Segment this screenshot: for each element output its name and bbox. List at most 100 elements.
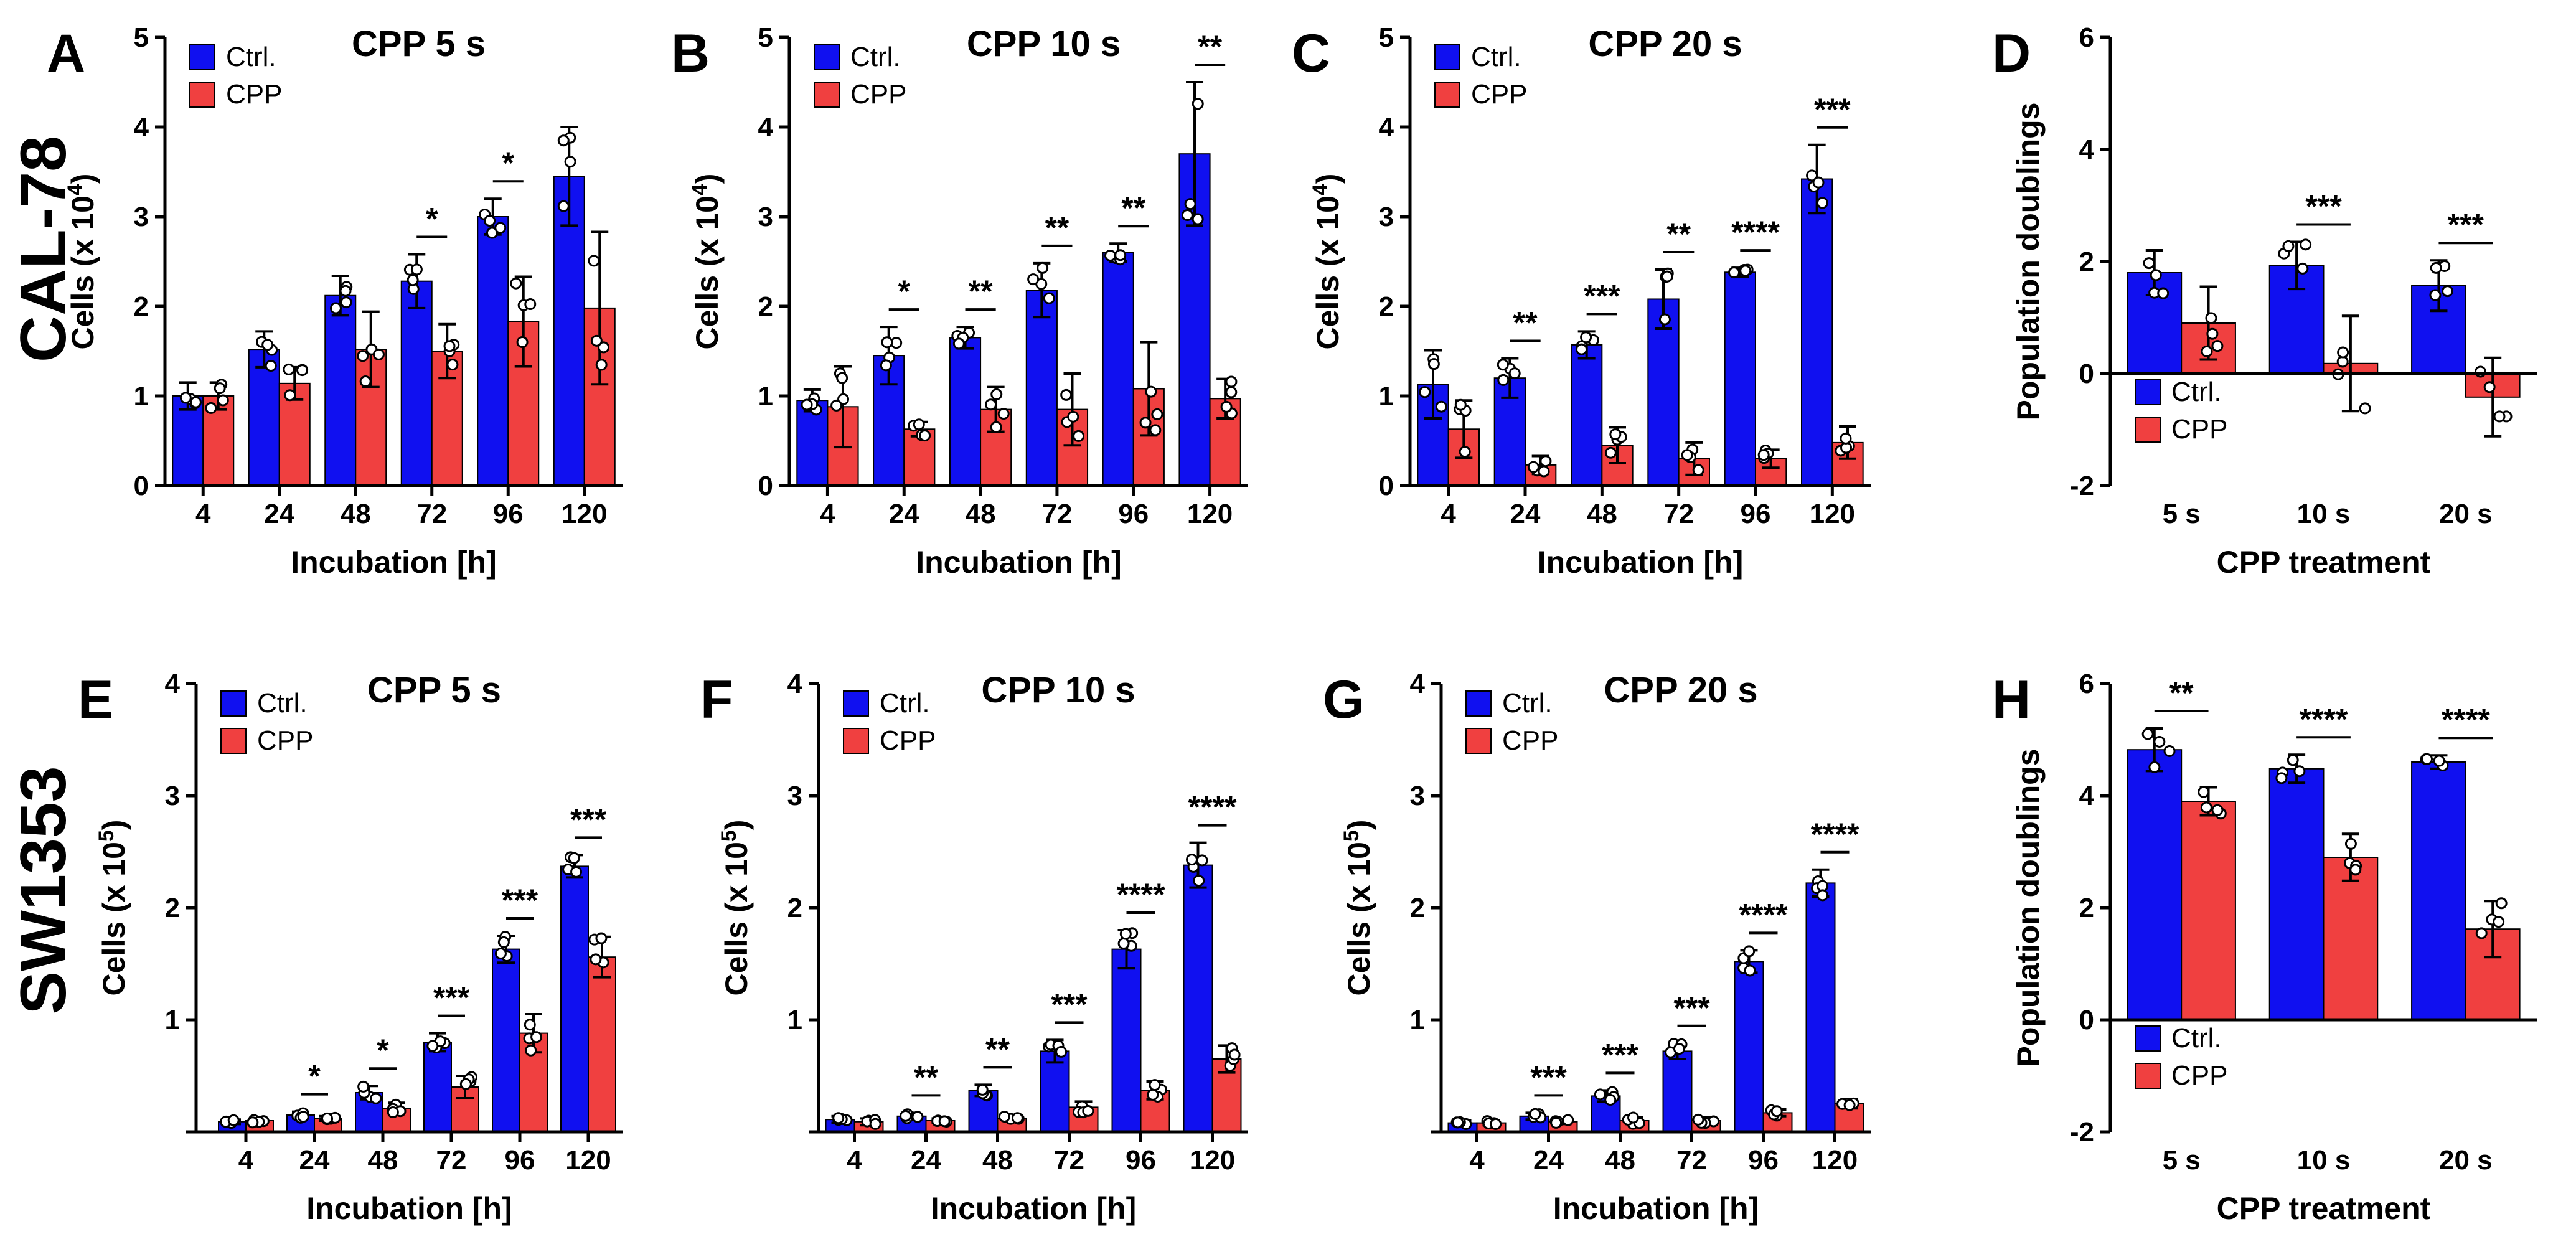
data-point [446, 359, 459, 371]
data-point [1744, 964, 1756, 977]
y-tick-label: 3 [134, 202, 149, 232]
panel-b: 0 1 2 3 4 5 4 24 48 72 96 120 Incubation [h] Cells (x… [671, 22, 1248, 580]
bar-ctrl-96 [1111, 948, 1142, 1132]
data-point [247, 1116, 259, 1129]
bar-ctrl-120 [1183, 864, 1213, 1132]
data-point [284, 389, 296, 402]
x-tick-label: 96 [505, 1145, 535, 1175]
y-tick-label: 2 [787, 893, 802, 923]
data-point [1145, 385, 1157, 398]
data-point [283, 363, 295, 375]
data-point [557, 134, 570, 147]
data-point [2287, 754, 2299, 766]
bar-ctrl-72 [1040, 1050, 1070, 1133]
legend-swatch-cpp [220, 728, 247, 754]
data-point [836, 372, 848, 384]
data-point [880, 359, 892, 372]
data-point [1196, 854, 1208, 867]
x-tick-label: 4 [195, 499, 211, 529]
data-point [261, 339, 274, 351]
data-point [2153, 735, 2166, 748]
legend-swatch-ctrl [189, 44, 215, 70]
significance-label: *** [433, 981, 470, 1015]
data-point [530, 1031, 543, 1043]
data-point [1149, 424, 1162, 436]
legend-swatch-cpp [189, 82, 215, 108]
data-point [2211, 804, 2224, 816]
significance-label: * [898, 274, 911, 309]
data-point [1055, 1045, 1068, 1058]
significance-label: *** [502, 883, 538, 918]
x-tick-label: 96 [1748, 1145, 1779, 1175]
data-point [2442, 285, 2454, 298]
data-point [1139, 417, 1152, 429]
x-tick-label: 72 [416, 499, 447, 529]
y-tick-label: -2 [2070, 471, 2094, 501]
bar-ctrl-96 [1102, 252, 1134, 486]
significance-label: ** [914, 1060, 938, 1095]
y-axis-label: Population doublings [2011, 748, 2046, 1066]
x-tick-label: 120 [1187, 499, 1233, 529]
data-point [2201, 345, 2213, 357]
data-point [2150, 269, 2162, 281]
data-point [459, 1078, 472, 1090]
data-point [990, 388, 1003, 400]
data-point [1658, 313, 1671, 326]
bar-ctrl-120 [560, 865, 589, 1133]
data-point [2349, 864, 2362, 876]
y-axis-label: Cells (x 105) [717, 820, 754, 996]
data-point [1220, 400, 1233, 413]
data-point [443, 340, 456, 352]
bar-ctrl-10s [2268, 768, 2325, 1021]
data-point [830, 399, 843, 412]
y-tick-label: 5 [758, 22, 773, 53]
significance-label: **** [1731, 215, 1780, 250]
x-tick-label: 48 [341, 499, 371, 529]
data-point [1459, 446, 1471, 458]
data-point [524, 298, 537, 311]
data-point [2198, 786, 2210, 798]
x-tick-label: 4 [847, 1145, 862, 1175]
x-tick-label: 24 [264, 499, 294, 529]
data-point [2282, 240, 2295, 252]
y-tick-label: 4 [2079, 781, 2095, 811]
x-tick-label: 72 [436, 1145, 467, 1175]
x-tick-label: 120 [565, 1145, 611, 1175]
legend-label-cpp: CPP [2171, 414, 2227, 445]
bar-cpp-120 [588, 956, 616, 1132]
y-tick-label: 2 [1410, 893, 1425, 923]
data-point [2474, 365, 2486, 378]
data-point [189, 396, 202, 408]
data-point [1806, 169, 1818, 182]
data-point [1114, 249, 1127, 261]
x-axis-label: CPP treatment [2217, 545, 2431, 580]
legend-label-ctrl: Ctrl. [2171, 377, 2222, 407]
panel-g: 1 2 3 4 4 24 48 72 96 120 Incubation [h] Cells (x 1… [1323, 669, 1871, 1226]
panel-letter: C [1292, 24, 1330, 83]
data-point [1497, 374, 1510, 386]
legend-label-cpp: CPP [2171, 1060, 2227, 1091]
panel-letter: B [671, 24, 710, 83]
significance-label: ** [1666, 217, 1691, 252]
data-point [1151, 408, 1163, 420]
data-point [801, 398, 813, 411]
significance-label: *** [1673, 991, 1710, 1025]
x-tick-label: 72 [1041, 499, 1072, 529]
panel-letter: H [1992, 670, 2031, 730]
data-point [1539, 455, 1552, 468]
data-point [1609, 428, 1622, 441]
y-tick-label: 0 [134, 471, 149, 501]
data-point [2433, 755, 2445, 767]
data-point [1739, 265, 1752, 277]
data-point [1562, 1114, 1574, 1126]
significance-label: *** [1814, 92, 1851, 127]
x-tick-label: 20 s [2439, 499, 2493, 529]
legend-swatch-cpp [2135, 417, 2161, 443]
y-tick-label: -2 [2070, 1117, 2094, 1147]
data-point [570, 865, 583, 878]
data-point [2205, 312, 2217, 324]
y-axis-label: Cells (x 105) [95, 820, 131, 996]
legend-label-cpp: CPP [850, 79, 906, 110]
y-tick-label: 1 [1410, 1005, 1425, 1035]
legend-label-cpp: CPP [226, 79, 282, 110]
